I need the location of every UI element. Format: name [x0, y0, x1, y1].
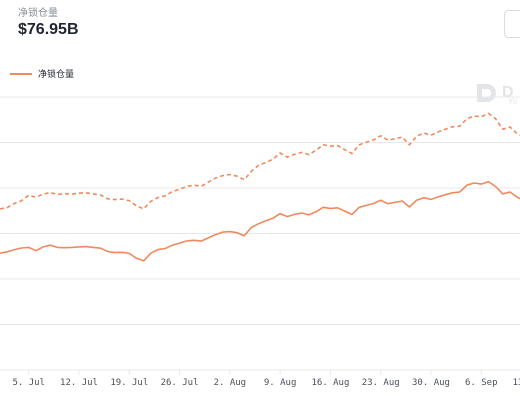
x-tick-label: 2. Aug — [214, 378, 247, 388]
series-lines — [0, 112, 520, 262]
x-tick-label: 16. Aug — [311, 378, 349, 388]
watermark-text: D — [502, 84, 514, 101]
x-tick-label: 5. Jul — [12, 378, 45, 388]
metric-label: 净锁仓量 — [18, 8, 58, 19]
x-tick-label: 19. Jul — [110, 378, 148, 388]
x-tick-label: 9. Aug — [264, 378, 297, 388]
x-tick-label: 12. Jul — [60, 378, 98, 388]
series-line-dashed — [0, 112, 520, 210]
legend-swatch — [10, 72, 32, 75]
metric-header: 净锁仓量 $76.95B — [18, 4, 79, 39]
x-tick-label: 30. Aug — [412, 378, 450, 388]
legend[interactable]: 净锁仓量 — [10, 67, 74, 80]
legend-label: 净锁仓量 — [38, 69, 75, 79]
x-axis-ticks: 5. Jul 12. Jul 19. Jul 26. Jul 2. Aug 9. Aug 1… — [12, 370, 520, 388]
x-tick-label: 6. Sep — [465, 378, 498, 388]
x-tick-label: 23. Aug — [362, 378, 400, 388]
watermark-subtext: Yo — [508, 97, 518, 106]
x-tick-label: 26. Jul — [161, 378, 199, 388]
series-line-solid — [0, 180, 520, 262]
grid-lines — [0, 96, 520, 371]
x-tick-label: 13. Sep — [513, 378, 520, 388]
options-button[interactable] — [504, 10, 520, 38]
metric-value: $76.95B — [18, 21, 79, 38]
